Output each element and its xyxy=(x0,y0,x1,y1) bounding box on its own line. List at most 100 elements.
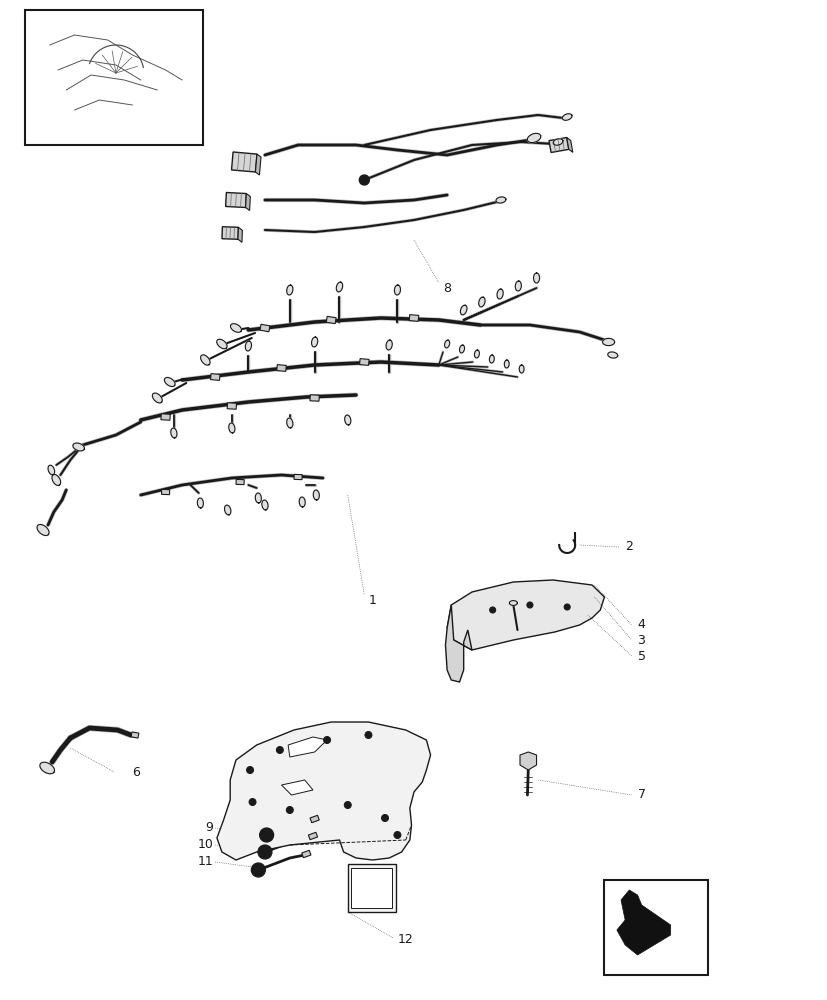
Polygon shape xyxy=(309,815,319,823)
Bar xyxy=(25,10,203,145)
Text: 12: 12 xyxy=(397,933,413,946)
Bar xyxy=(347,864,395,912)
Text: 4: 4 xyxy=(637,618,645,632)
Polygon shape xyxy=(308,832,318,840)
Polygon shape xyxy=(73,443,84,451)
Polygon shape xyxy=(245,341,251,351)
Polygon shape xyxy=(514,281,521,291)
Polygon shape xyxy=(311,337,318,347)
Polygon shape xyxy=(222,227,238,239)
Polygon shape xyxy=(261,500,268,510)
Polygon shape xyxy=(566,138,572,152)
Polygon shape xyxy=(474,350,479,358)
Polygon shape xyxy=(217,722,430,860)
Circle shape xyxy=(263,832,270,838)
Polygon shape xyxy=(336,282,342,292)
Polygon shape xyxy=(40,762,55,774)
Bar xyxy=(604,880,707,975)
Polygon shape xyxy=(281,780,313,795)
Polygon shape xyxy=(533,273,539,283)
Polygon shape xyxy=(160,414,170,420)
Polygon shape xyxy=(52,475,60,485)
Text: 6: 6 xyxy=(132,766,141,778)
Circle shape xyxy=(249,798,256,805)
Circle shape xyxy=(251,863,265,877)
Polygon shape xyxy=(552,139,562,145)
Polygon shape xyxy=(224,505,231,515)
Polygon shape xyxy=(170,428,177,438)
Polygon shape xyxy=(445,605,471,682)
Polygon shape xyxy=(131,732,139,738)
Circle shape xyxy=(258,845,271,859)
Polygon shape xyxy=(394,285,400,295)
Polygon shape xyxy=(286,285,293,295)
Polygon shape xyxy=(385,340,392,350)
Polygon shape xyxy=(607,352,617,358)
Polygon shape xyxy=(527,133,540,143)
Polygon shape xyxy=(562,114,571,120)
Text: 9: 9 xyxy=(205,821,213,834)
Polygon shape xyxy=(548,138,568,152)
Polygon shape xyxy=(309,395,319,401)
Polygon shape xyxy=(286,418,293,428)
Polygon shape xyxy=(260,324,270,332)
Polygon shape xyxy=(459,345,464,353)
Circle shape xyxy=(246,766,253,774)
Bar xyxy=(351,868,392,908)
Polygon shape xyxy=(326,316,336,324)
Circle shape xyxy=(489,607,495,613)
Text: 1: 1 xyxy=(368,593,376,606)
Circle shape xyxy=(255,867,261,873)
Polygon shape xyxy=(225,192,246,208)
Polygon shape xyxy=(152,393,162,403)
Text: 5: 5 xyxy=(637,650,645,662)
Polygon shape xyxy=(489,355,494,363)
Polygon shape xyxy=(246,194,250,211)
Polygon shape xyxy=(504,360,509,368)
Polygon shape xyxy=(519,365,523,373)
Polygon shape xyxy=(301,850,311,858)
Circle shape xyxy=(563,604,570,610)
Polygon shape xyxy=(48,465,55,475)
Polygon shape xyxy=(299,497,305,507)
Polygon shape xyxy=(232,152,256,172)
Text: 3: 3 xyxy=(637,634,645,646)
Text: 7: 7 xyxy=(637,788,645,801)
Polygon shape xyxy=(217,339,227,349)
Circle shape xyxy=(261,849,268,855)
Text: 11: 11 xyxy=(198,855,213,868)
Polygon shape xyxy=(460,305,466,315)
Circle shape xyxy=(526,602,533,608)
Circle shape xyxy=(394,831,400,838)
Polygon shape xyxy=(237,227,242,242)
Polygon shape xyxy=(344,415,351,425)
Polygon shape xyxy=(228,423,235,433)
Circle shape xyxy=(381,814,388,821)
Polygon shape xyxy=(444,340,449,348)
Polygon shape xyxy=(495,197,505,203)
Polygon shape xyxy=(288,737,327,757)
Polygon shape xyxy=(197,498,203,508)
Text: 8: 8 xyxy=(442,282,451,294)
Circle shape xyxy=(359,175,369,185)
Text: 10: 10 xyxy=(198,838,213,851)
Polygon shape xyxy=(447,580,604,650)
Polygon shape xyxy=(37,524,49,536)
Polygon shape xyxy=(236,479,244,485)
Polygon shape xyxy=(478,297,485,307)
Polygon shape xyxy=(276,365,286,371)
Polygon shape xyxy=(313,490,319,500)
Polygon shape xyxy=(165,377,174,387)
Polygon shape xyxy=(255,154,261,175)
Polygon shape xyxy=(519,752,536,770)
Polygon shape xyxy=(294,474,302,480)
Text: 2: 2 xyxy=(624,540,633,554)
Circle shape xyxy=(276,746,283,754)
Circle shape xyxy=(286,806,293,813)
Polygon shape xyxy=(210,374,220,380)
Polygon shape xyxy=(602,338,614,346)
Polygon shape xyxy=(200,355,210,365)
Polygon shape xyxy=(359,359,369,365)
Polygon shape xyxy=(409,315,418,321)
Polygon shape xyxy=(161,489,170,495)
